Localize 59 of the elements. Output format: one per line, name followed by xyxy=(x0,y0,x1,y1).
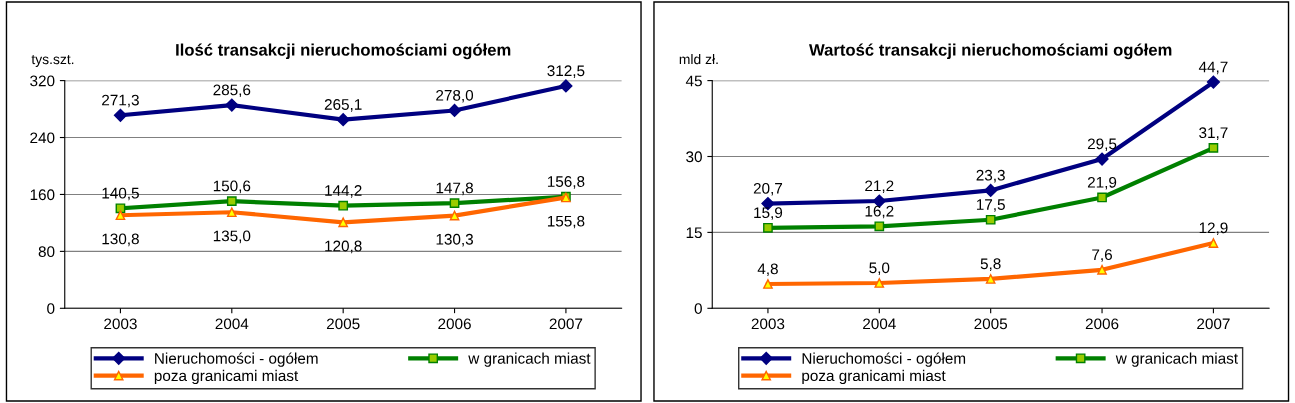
data-label: 20,7 xyxy=(753,182,783,196)
x-tick-label: 2004 xyxy=(863,318,896,330)
legend-label: poza granicami miast xyxy=(802,369,946,385)
y-tick-label: 320 xyxy=(30,75,55,87)
x-tick-label: 2005 xyxy=(974,318,1008,330)
data-label: 150,6 xyxy=(213,180,251,194)
data-label: 7,6 xyxy=(1092,249,1112,262)
data-label: 23,3 xyxy=(976,169,1005,183)
data-label: 155,8 xyxy=(547,215,585,229)
data-label: 130,3 xyxy=(436,233,473,247)
data-label: 312,5 xyxy=(547,65,585,78)
legend-label: Nieruchomości - ogółem xyxy=(155,352,318,367)
legend-label: Nieruchomości - ogółem xyxy=(802,352,966,367)
data-label: 12,9 xyxy=(1199,222,1228,236)
data-label: 271,3 xyxy=(102,94,139,108)
legend-label: w granicach miast xyxy=(468,352,591,367)
x-tick-label: 2006 xyxy=(438,318,471,330)
data-label: 120,8 xyxy=(325,240,362,254)
x-tick-label: 2005 xyxy=(326,318,360,330)
y-tick-label: 45 xyxy=(685,75,702,87)
data-label: 15,9 xyxy=(754,207,783,220)
data-label: 31,7 xyxy=(1199,127,1228,140)
x-tick-label: 2003 xyxy=(751,318,785,330)
data-label: 5,0 xyxy=(869,262,890,276)
data-label: 135,0 xyxy=(213,230,251,244)
y-tick-label: 0 xyxy=(694,303,702,314)
y-tick-label: 0 xyxy=(47,303,55,314)
data-label: 16,2 xyxy=(865,205,894,219)
data-label: 147,8 xyxy=(436,182,473,196)
x-tick-label: 2004 xyxy=(215,318,249,330)
data-label: 5,8 xyxy=(980,258,1001,271)
legend-label: poza granicami miast xyxy=(154,369,299,385)
y-tick-label: 80 xyxy=(38,246,55,258)
data-label: 140,5 xyxy=(102,187,139,201)
data-label: 29,5 xyxy=(1087,138,1117,152)
x-tick-label: 2006 xyxy=(1085,318,1119,330)
data-label: 21,9 xyxy=(1087,176,1117,190)
x-tick-label: 2007 xyxy=(1197,318,1230,330)
chart-title: Wartość transakcji nieruchomościami ogółem xyxy=(809,43,1172,60)
y-axis-title: mld zł. xyxy=(679,53,718,65)
y-tick-label: 30 xyxy=(686,151,702,163)
y-tick-label: 240 xyxy=(30,132,55,144)
data-label: 44,7 xyxy=(1198,61,1228,75)
x-tick-label: 2007 xyxy=(549,318,583,330)
data-label: 17,5 xyxy=(976,199,1005,212)
data-label: 4,8 xyxy=(757,263,778,277)
data-label: 285,6 xyxy=(213,84,251,98)
y-axis-title: tys.szt. xyxy=(31,55,74,67)
data-label: 130,8 xyxy=(102,233,139,247)
data-label: 278,0 xyxy=(436,89,474,103)
y-tick-label: 160 xyxy=(30,189,55,201)
y-tick-label: 15 xyxy=(686,227,702,239)
data-label: 265,1 xyxy=(324,99,362,112)
data-label: 144,2 xyxy=(325,185,362,198)
legend-label: w granicach miast xyxy=(1115,352,1238,367)
data-label: 21,2 xyxy=(865,180,894,194)
data-label: 156,8 xyxy=(547,176,585,189)
chart-title: Ilość transakcji nieruchomościami ogółem xyxy=(176,43,511,60)
x-tick-label: 2003 xyxy=(104,318,137,330)
